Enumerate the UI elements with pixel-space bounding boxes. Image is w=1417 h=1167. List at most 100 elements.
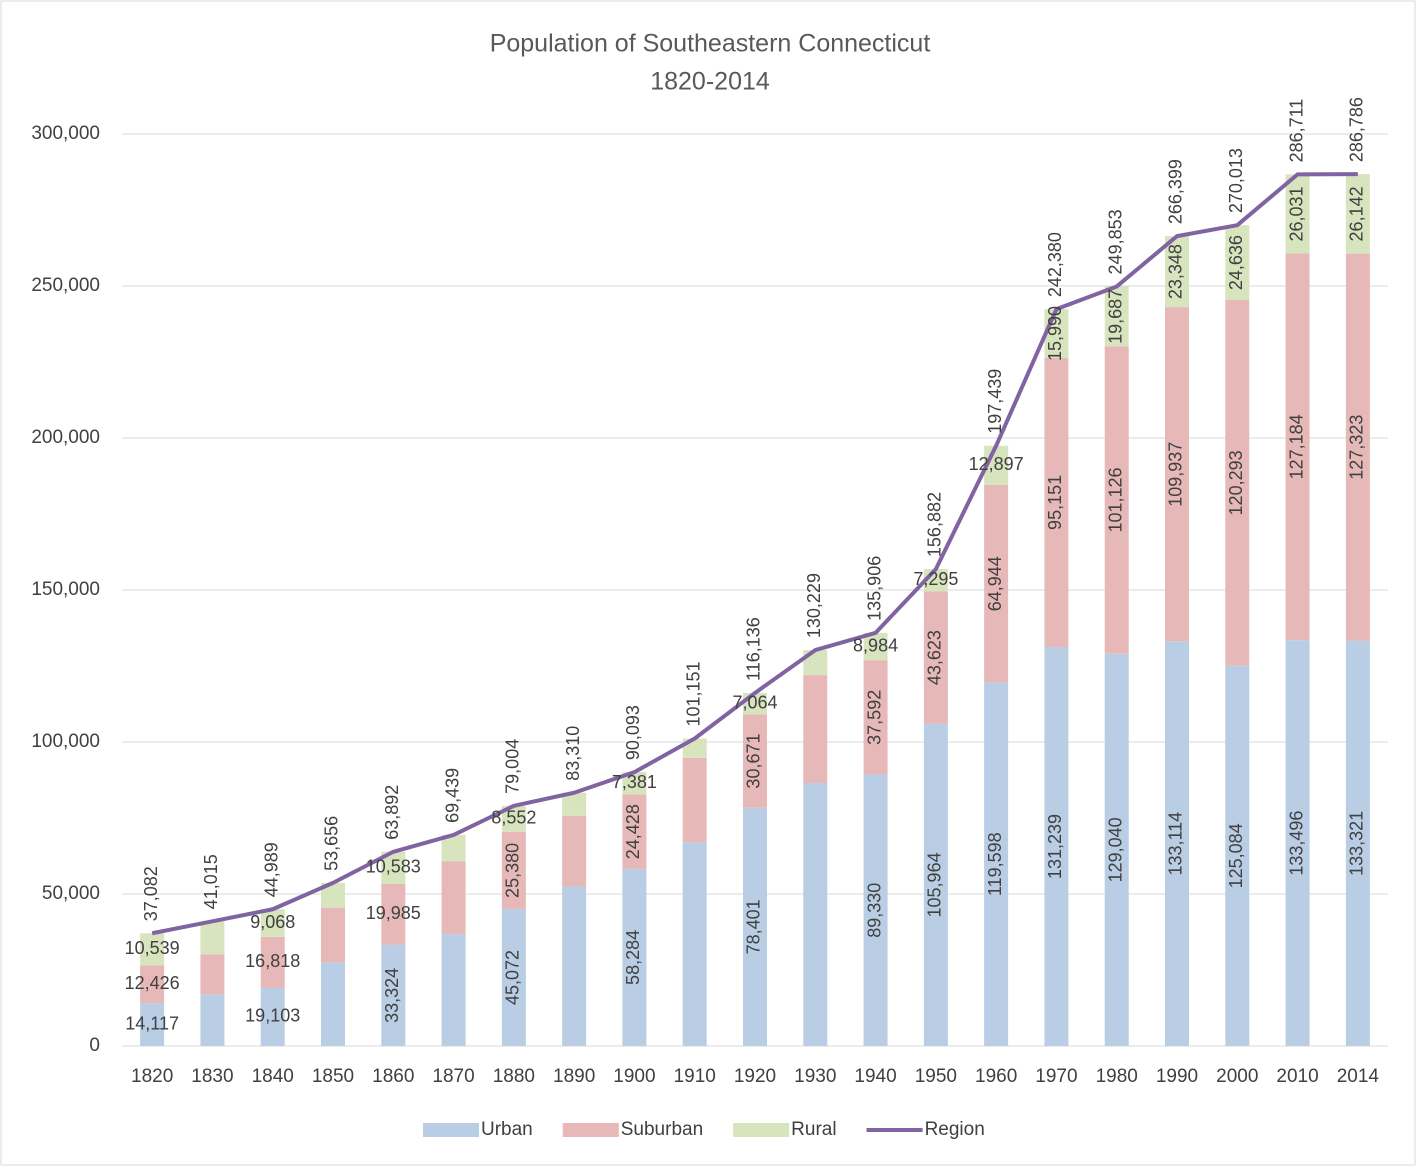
data-label: 129,040 bbox=[1105, 817, 1125, 882]
bar-segment bbox=[923, 723, 948, 1046]
x-tick-label: 1820 bbox=[131, 1066, 173, 1087]
bar-segment bbox=[863, 632, 888, 661]
data-label: 24,636 bbox=[1226, 235, 1246, 290]
x-tick-label: 1970 bbox=[1035, 1066, 1077, 1087]
bar-segment bbox=[200, 921, 225, 955]
line-data-label: 90,093 bbox=[623, 705, 643, 760]
data-label: 133,321 bbox=[1347, 811, 1367, 876]
x-tick-label: 1840 bbox=[252, 1066, 294, 1087]
bar-segment bbox=[381, 944, 406, 1046]
bar-segment bbox=[622, 868, 647, 1046]
x-tick-label: 1950 bbox=[915, 1066, 957, 1087]
data-label: 7,381 bbox=[612, 772, 657, 792]
bar-segment bbox=[260, 987, 285, 1046]
data-label: 43,623 bbox=[925, 630, 945, 685]
line-data-label: 270,013 bbox=[1226, 148, 1246, 213]
line-data-label: 135,906 bbox=[864, 556, 884, 621]
legend-swatch bbox=[733, 1123, 790, 1137]
data-label: 119,598 bbox=[985, 832, 1005, 896]
bar-segment bbox=[200, 994, 225, 1046]
data-label: 45,072 bbox=[503, 950, 523, 1005]
bar-segment bbox=[984, 484, 1009, 683]
bar-segment bbox=[803, 783, 828, 1046]
data-label: 14,117 bbox=[125, 1013, 179, 1033]
line-data-label: 286,711 bbox=[1286, 99, 1306, 163]
line-data-label: 79,004 bbox=[503, 739, 523, 794]
data-label: 24,428 bbox=[623, 804, 643, 859]
bar-segment bbox=[562, 815, 587, 887]
data-label: 15,990 bbox=[1045, 306, 1065, 361]
data-label: 58,284 bbox=[623, 930, 643, 985]
bar-segment bbox=[1044, 357, 1069, 648]
bar-segment bbox=[803, 675, 828, 784]
data-label: 109,937 bbox=[1166, 442, 1186, 507]
x-tick-label: 1930 bbox=[794, 1066, 836, 1087]
bar-segment bbox=[381, 883, 406, 945]
line-data-label: 286,786 bbox=[1347, 97, 1367, 162]
line-data-label: 249,853 bbox=[1105, 209, 1125, 274]
bar-segment bbox=[321, 962, 345, 1046]
data-label: 37,592 bbox=[864, 690, 884, 745]
bar-segment bbox=[1225, 665, 1250, 1046]
bar-segment bbox=[260, 909, 285, 937]
x-tick-label: 1860 bbox=[372, 1066, 414, 1087]
data-label: 101,126 bbox=[1105, 467, 1125, 532]
x-tick-label: 1830 bbox=[191, 1066, 233, 1087]
data-label: 64,944 bbox=[985, 556, 1005, 611]
line-data-label: 53,656 bbox=[322, 816, 342, 871]
bar-segment bbox=[1165, 307, 1189, 642]
data-label: 133,496 bbox=[1286, 811, 1306, 876]
bar-segment bbox=[441, 834, 466, 862]
bar-segment bbox=[140, 933, 165, 966]
bar-segment bbox=[501, 831, 526, 909]
data-label: 9,068 bbox=[250, 912, 295, 932]
data-label: 7,064 bbox=[732, 692, 777, 712]
data-label: 8,984 bbox=[853, 635, 898, 655]
data-label: 19,103 bbox=[245, 1006, 300, 1026]
bar-segment bbox=[1345, 253, 1370, 641]
data-label: 33,324 bbox=[382, 968, 402, 1023]
bar-segment bbox=[1285, 174, 1310, 254]
bar-segment bbox=[1104, 653, 1129, 1046]
bar-segment bbox=[622, 794, 647, 869]
data-label: 89,330 bbox=[864, 883, 884, 938]
x-tick-label: 1890 bbox=[553, 1066, 595, 1087]
bar-segment bbox=[863, 774, 888, 1046]
bar-segment bbox=[923, 591, 948, 724]
x-tick-label: 1900 bbox=[613, 1066, 655, 1087]
bar-segment bbox=[441, 934, 466, 1046]
line-data-label: 63,892 bbox=[382, 785, 402, 840]
bar-segment bbox=[1225, 300, 1250, 666]
data-label: 95,151 bbox=[1045, 475, 1065, 530]
bar-segment bbox=[140, 1003, 165, 1046]
x-tick-label: 1980 bbox=[1096, 1066, 1138, 1087]
data-label: 127,323 bbox=[1347, 415, 1367, 480]
bar-segment bbox=[200, 954, 225, 995]
data-label: 12,426 bbox=[125, 973, 180, 993]
data-label: 10,539 bbox=[125, 938, 180, 958]
bar-segment bbox=[984, 682, 1009, 1046]
data-label: 19,687 bbox=[1105, 289, 1125, 344]
data-label: 12,897 bbox=[969, 454, 1024, 474]
data-label: 30,671 bbox=[744, 734, 764, 789]
bar-segment bbox=[743, 714, 767, 808]
bar-segment bbox=[501, 908, 526, 1046]
legend-swatch bbox=[562, 1123, 619, 1137]
bar-segment bbox=[743, 807, 767, 1046]
bar-segment bbox=[1285, 640, 1310, 1046]
chart-title: Population of Southeastern Connecticut bbox=[490, 30, 931, 58]
line-data-label: 116,136 bbox=[744, 617, 764, 681]
x-tick-label: 1870 bbox=[432, 1066, 474, 1087]
data-label: 133,114 bbox=[1166, 812, 1186, 876]
x-tick-label: 1880 bbox=[493, 1066, 535, 1087]
line-data-label: 156,882 bbox=[925, 492, 945, 557]
data-label: 105,964 bbox=[925, 852, 945, 917]
line-data-label: 83,310 bbox=[563, 726, 583, 781]
x-tick-label: 2010 bbox=[1276, 1066, 1318, 1087]
bar-segment bbox=[1225, 225, 1250, 301]
data-label: 127,184 bbox=[1286, 414, 1306, 479]
chart-subtitle: 1820-2014 bbox=[650, 68, 770, 96]
bar-segment bbox=[682, 757, 707, 843]
legend-label: Urban bbox=[481, 1119, 533, 1140]
